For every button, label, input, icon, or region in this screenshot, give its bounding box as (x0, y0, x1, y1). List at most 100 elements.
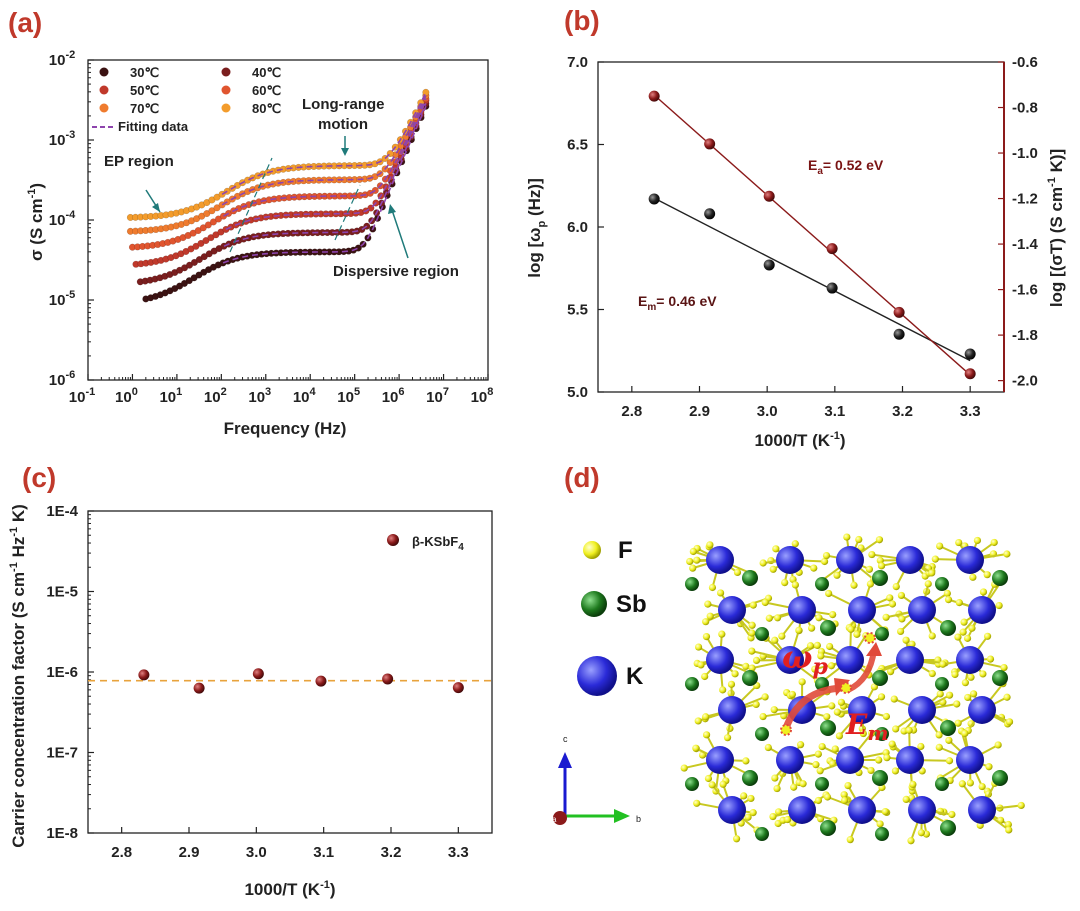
axis-c-head (558, 752, 572, 768)
f-atom (877, 693, 886, 701)
data-point-a (197, 239, 205, 248)
f-atom (1000, 663, 1008, 672)
annotation-ep-region: EP region (104, 153, 174, 170)
k-atom (836, 746, 864, 774)
x-tick-label-b: 3.3 (960, 403, 981, 420)
f-atom (979, 588, 988, 596)
sb-atom (992, 570, 1008, 586)
k-atom (718, 696, 746, 724)
data-point-c (315, 675, 327, 687)
sb-atom (820, 820, 836, 836)
legend-c-label: β-KSbF4 (412, 534, 464, 553)
fit-line-a (225, 100, 427, 231)
sb-atom (755, 727, 769, 741)
em-main: E (638, 293, 647, 309)
lattice (680, 533, 1025, 845)
k-atom (706, 646, 734, 674)
k-atom (848, 596, 876, 624)
y-right-tick-label-b: -0.6 (1012, 54, 1038, 71)
f-atom (812, 761, 820, 769)
legend-label-a: 50℃ (130, 83, 159, 98)
f-atom (983, 632, 992, 640)
y-right-tick-label-b: -1.8 (1012, 327, 1038, 344)
y-axis-label-a: σ (S cm-1) (26, 183, 46, 261)
sb-atom (875, 727, 889, 741)
x-tick-label-b: 2.9 (689, 403, 710, 420)
sb-atom (742, 570, 758, 586)
f-atom (773, 784, 781, 793)
y-axis-label-a-sup: -1 (26, 189, 38, 199)
data-point-a (208, 196, 216, 204)
x-axis-label-b-sup: -1 (830, 430, 840, 442)
dispersive-arrow (391, 209, 409, 259)
data-point-a (204, 221, 212, 229)
f-atom (706, 612, 714, 620)
f-atom (833, 708, 841, 716)
f-atom (876, 820, 884, 828)
k-atom (908, 696, 936, 724)
f-atom (748, 647, 756, 655)
f-atom (771, 774, 779, 782)
y-right-tick-label-b: -1.6 (1012, 282, 1038, 299)
f-atom (954, 719, 962, 727)
legend-swatch-a (221, 67, 231, 77)
y-axis-label-c-mid: Hz (9, 537, 28, 563)
legend-a: 30℃ 40℃ 50℃ 60℃ 70℃ 80℃ (99, 65, 281, 116)
panel-label-a: (a) (8, 7, 42, 38)
legend-label-a: 40℃ (252, 65, 281, 80)
f-atom (795, 626, 803, 634)
y-axis-label-b-right: log [(σT) (S cm-1 K)] (1046, 149, 1066, 307)
f-atom (817, 652, 825, 660)
k-atom (968, 796, 996, 824)
k-atom (908, 596, 936, 624)
vacancy-site-3 (864, 632, 876, 644)
f-atom (825, 589, 833, 598)
f-atom (944, 596, 953, 604)
f-atom (955, 538, 963, 547)
f-atom (835, 732, 844, 740)
x-tick-label-a: 106 (382, 386, 405, 406)
f-atom (840, 791, 848, 799)
f-atom (708, 583, 717, 592)
sb-atom (940, 720, 956, 736)
f-atom (773, 614, 782, 622)
k-atom (776, 546, 804, 574)
f-atom (945, 691, 954, 699)
sb-atom (685, 777, 699, 791)
chart-c: 2.8 2.9 3.0 3.1 3.2 3.3 1E-4 1E-5 1E-6 1E-7 1E-8 1… (8, 503, 493, 899)
x-tick-label-b: 3.0 (757, 403, 778, 420)
axis-a-label: a (552, 815, 557, 824)
f-atom (939, 660, 947, 668)
legend-label-a: 70℃ (130, 101, 159, 116)
fit-line-a (221, 95, 427, 206)
x-tick-label-b: 3.1 (824, 403, 845, 420)
f-atom (752, 656, 761, 664)
sb-atom (820, 620, 836, 636)
f-atom (924, 580, 932, 588)
y-left-tick-label-b: 7.0 (567, 54, 588, 71)
f-atom (770, 706, 778, 714)
dispersive-arrow-head (388, 204, 396, 214)
y-tick-label-c: 1E-7 (46, 745, 78, 762)
legend-c-swatch (387, 534, 399, 546)
f-atom (701, 672, 709, 681)
axes-c: 2.8 2.9 3.0 3.1 3.2 3.3 1E-4 1E-5 1E-6 1E-7 1E-8 (46, 503, 468, 861)
legend-swatch-a (221, 103, 231, 113)
y-right-tick-label-b: -1.0 (1012, 145, 1038, 162)
data-point-a (213, 204, 221, 212)
f-atom (990, 538, 998, 547)
f-atom (948, 810, 956, 819)
f-atom (694, 717, 702, 725)
f-atom (840, 796, 849, 805)
legend-sb-atom (581, 591, 607, 617)
sb-atom (935, 577, 949, 591)
f-atom (778, 632, 786, 640)
f-atom (704, 774, 713, 783)
f-atom (827, 662, 836, 670)
f-atom (855, 535, 863, 544)
legend-c-main: β-KSbF (412, 534, 458, 549)
sb-atom (820, 720, 836, 736)
f-atom (881, 807, 889, 816)
sb-atom (875, 627, 889, 641)
data-point-b (704, 208, 716, 220)
